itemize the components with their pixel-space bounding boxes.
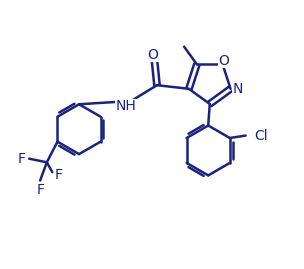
Text: Cl: Cl bbox=[255, 129, 268, 143]
Text: NH: NH bbox=[115, 100, 136, 114]
Text: O: O bbox=[148, 48, 158, 62]
Text: F: F bbox=[36, 183, 44, 197]
Text: F: F bbox=[18, 152, 26, 166]
Text: O: O bbox=[219, 54, 230, 68]
Text: N: N bbox=[233, 82, 243, 96]
Text: F: F bbox=[55, 168, 63, 182]
